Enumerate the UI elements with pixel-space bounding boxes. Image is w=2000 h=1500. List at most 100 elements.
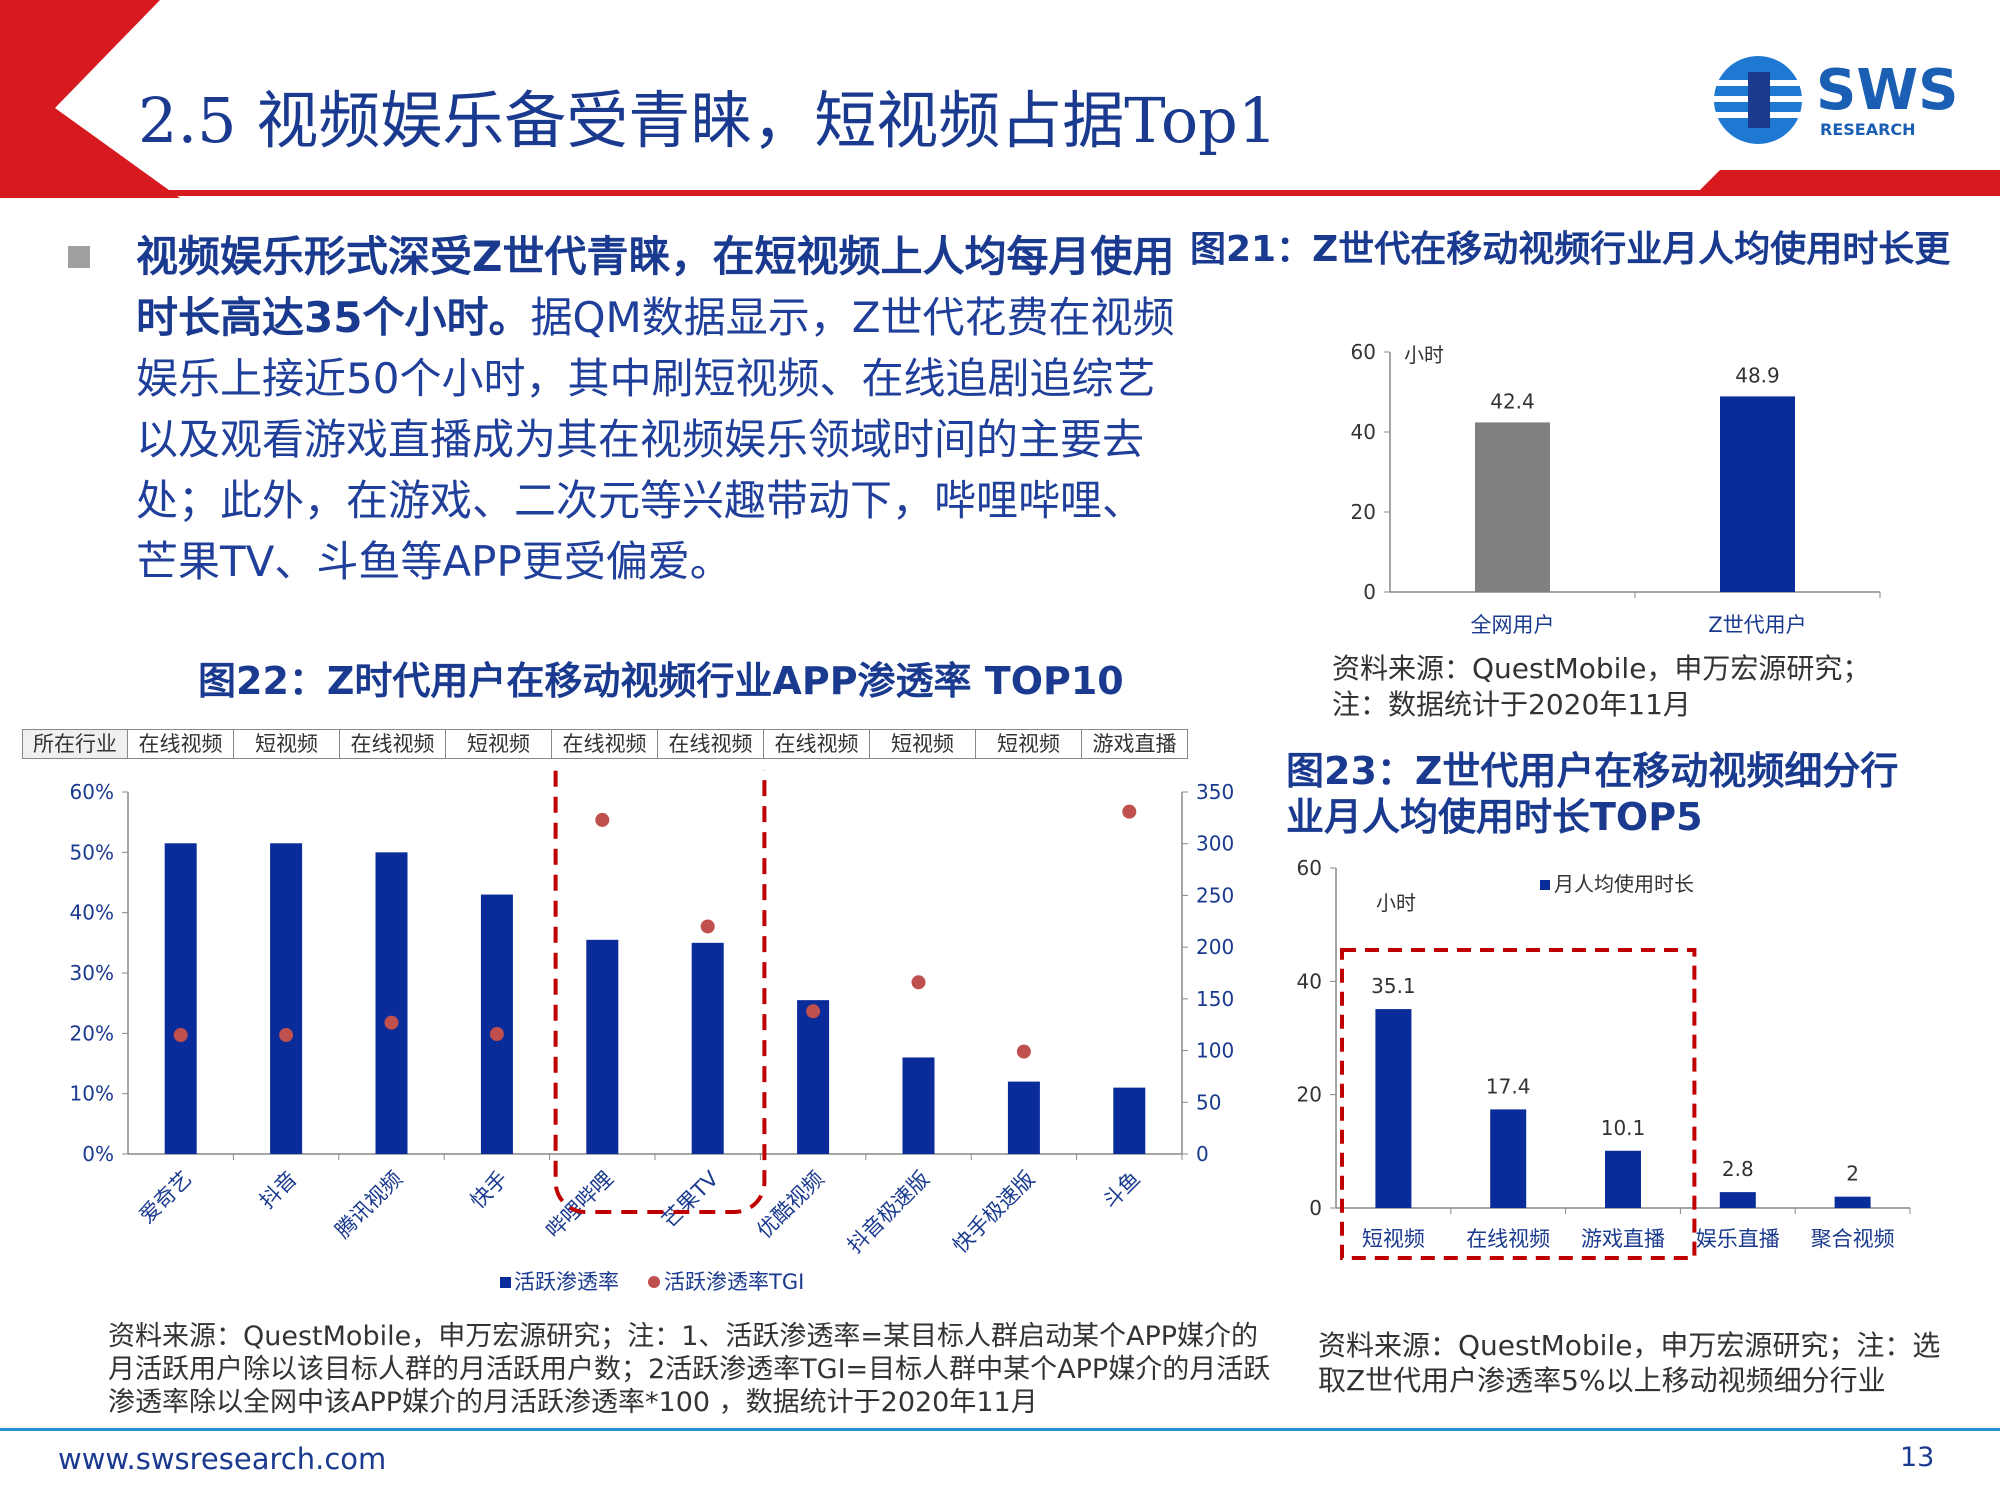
footer-url-link[interactable]: www.swsresearch.com <box>58 1442 387 1476</box>
fig22-legend-dot-label: 活跃渗透率TGI <box>664 1270 804 1294</box>
intro-bold-text: 视频娱乐形式深受Z世代青睐，在短视频上人均每月使用时长高达35个小时。 <box>136 232 1175 342</box>
fig22-bar <box>375 852 408 1154</box>
industry-cell: 在线视频 <box>658 730 764 758</box>
fig22-chart: 0% 10% 20% 30% 40% 50% 60% 0 50 100 150 200 250 300 35… <box>70 770 1234 1294</box>
fig23-y-tick-label: 20 <box>1297 1083 1322 1107</box>
fig21-x-tick-label: Z世代用户 <box>1708 613 1806 637</box>
fig22-legend-bar-label: 活跃渗透率 <box>514 1270 619 1294</box>
fig22-tgi-point <box>595 812 610 827</box>
logo-text: SWS <box>1816 58 1959 123</box>
fig23-x-tick-label: 聚合视频 <box>1811 1227 1895 1251</box>
industry-cell: 短视频 <box>870 730 976 758</box>
fig22-tgi-point <box>1016 1044 1031 1059</box>
fig22-tgi-point <box>1122 804 1137 819</box>
fig22-x-tick-label: 快手极速版 <box>948 1167 1039 1258</box>
sws-logo[interactable]: SWS RESEARCH <box>1708 50 1968 150</box>
fig22-bar <box>691 942 724 1154</box>
fig23-data-label: 35.1 <box>1371 974 1416 998</box>
fig22-x-tick-label: 抖音 <box>255 1167 302 1214</box>
fig22-left-tick-label: 20% <box>70 1021 114 1045</box>
fig22-x-tick-label: 芒果TV <box>657 1166 723 1232</box>
fig22-x-tick-label: 斗鱼 <box>1098 1167 1145 1214</box>
industry-cell: 短视频 <box>446 730 552 758</box>
fig23-bar <box>1834 1196 1871 1208</box>
fig22-legend: 活跃渗透率 活跃渗透率TGI <box>500 1270 804 1294</box>
fig22-title: 图22：Z时代用户在移动视频行业APP渗透率 TOP10 <box>198 659 1124 703</box>
fig23-y-unit-label: 小时 <box>1376 891 1416 915</box>
fig21-note: 注：数据统计于2020年11月 <box>1332 688 1691 721</box>
industry-cell: 短视频 <box>234 730 340 758</box>
fig22-left-tick-label: 40% <box>70 901 114 925</box>
fig22-bar <box>902 1057 935 1154</box>
fig21-bar <box>1475 422 1550 592</box>
fig23-chart: 0 20 40 60 小时 月人均使用时长 35.1 短视频 17.4 在线视频 10.1 游戏直播 2… <box>1297 856 1911 1260</box>
fig23-data-label: 2.8 <box>1722 1157 1754 1181</box>
fig23-data-label: 2 <box>1846 1162 1859 1186</box>
fig21-y-unit-label: 小时 <box>1404 343 1444 367</box>
fig23-title-line1: 图23：Z世代用户在移动视频细分行 <box>1286 749 1899 793</box>
fig22-bar <box>1007 1081 1040 1154</box>
fig23-title-line2: 业月人均使用时长TOP5 <box>1286 795 1703 839</box>
header-red-chevron <box>0 0 180 198</box>
footer-divider <box>0 1428 2000 1431</box>
fig23-data-label: 17.4 <box>1486 1074 1531 1098</box>
fig22-tgi-point <box>384 1015 399 1030</box>
fig22-bar <box>480 894 513 1154</box>
page-number: 13 <box>1900 1442 1935 1473</box>
fig22-left-tick-label: 60% <box>70 780 114 804</box>
intro-paragraph: 视频娱乐形式深受Z世代青睐，在短视频上人均每月使用时长高达35个小时。据QM数据… <box>136 226 1176 592</box>
fig23-bar <box>1719 1192 1756 1208</box>
header-decoration <box>0 0 2000 198</box>
fig21-x-tick-label: 全网用户 <box>1471 613 1555 637</box>
sws-globe-icon <box>1714 56 1802 144</box>
fig21-chart: 0 20 40 60 小时 42.4 全网用户 48.9 Z世代用户 <box>1351 340 1881 637</box>
fig22-bar <box>270 843 303 1154</box>
fig22-highlight-box <box>553 770 767 1214</box>
fig22-right-tick-label: 150 <box>1196 987 1234 1011</box>
fig23-source: 资料来源：QuestMobile，申万宏源研究；注：选取Z世代用户渗透率5%以上… <box>1318 1329 1941 1397</box>
fig22-right-tick-label: 50 <box>1196 1090 1221 1114</box>
fig22-tgi-point <box>173 1028 188 1043</box>
header-red-underline <box>122 170 2000 196</box>
fig23-y-tick-label: 40 <box>1297 969 1322 993</box>
fig21-y-tick-label: 60 <box>1351 340 1376 364</box>
fig22-left-tick-label: 0% <box>82 1142 114 1166</box>
industry-cell: 短视频 <box>976 730 1082 758</box>
fig21-y-tick-label: 0 <box>1363 580 1376 604</box>
fig22-tgi-point <box>806 1004 821 1019</box>
fig23-bar <box>1605 1150 1641 1208</box>
fig23-data-label: 10.1 <box>1601 1116 1646 1140</box>
fig22-right-tick-label: 350 <box>1196 780 1234 804</box>
fig22-x-tick-label: 快手 <box>466 1167 513 1214</box>
fig23-x-tick-label: 在线视频 <box>1466 1227 1550 1251</box>
industry-cell: 在线视频 <box>128 730 234 758</box>
industry-cell: 在线视频 <box>552 730 658 758</box>
fig21-source: 资料来源：QuestMobile，申万宏源研究； <box>1332 652 1871 685</box>
fig21-data-label: 42.4 <box>1490 389 1535 413</box>
fig21-data-label: 48.9 <box>1735 363 1780 387</box>
fig23-bar <box>1490 1109 1527 1208</box>
fig22-right-tick-label: 0 <box>1196 1142 1209 1166</box>
page-title: 2.5 视频娱乐备受青睐，短视频占据Top1 <box>138 84 1278 157</box>
fig23-legend-swatch <box>1540 880 1550 890</box>
fig22-left-tick-label: 10% <box>70 1082 114 1106</box>
fig22-tgi-point <box>489 1027 504 1042</box>
fig22-x-tick-label: 腾讯视频 <box>331 1167 407 1243</box>
fig22-left-tick-label: 50% <box>70 840 114 864</box>
fig23-x-tick-label: 游戏直播 <box>1581 1227 1665 1251</box>
fig21-y-tick-label: 40 <box>1351 420 1376 444</box>
fig23-legend: 月人均使用时长 <box>1540 872 1694 896</box>
logo-subtext: RESEARCH <box>1820 120 1916 139</box>
fig22-bar <box>586 939 619 1154</box>
fig22-legend-bar-swatch <box>500 1277 511 1288</box>
fig23-highlight-box <box>1340 948 1697 1260</box>
industry-cell: 在线视频 <box>764 730 870 758</box>
fig22-industry-row: 所在行业 在线视频 短视频 在线视频 短视频 在线视频 在线视频 在线视频 短视… <box>22 729 1188 759</box>
fig22-tgi-point <box>279 1028 294 1043</box>
fig22-bar <box>164 843 197 1154</box>
fig22-x-tick-label: 爱奇艺 <box>135 1167 197 1229</box>
fig23-y-tick-label: 0 <box>1309 1196 1322 1220</box>
fig22-tgi-point <box>911 975 926 990</box>
industry-cell: 游戏直播 <box>1092 732 1177 756</box>
fig23-x-tick-label: 短视频 <box>1362 1227 1425 1251</box>
